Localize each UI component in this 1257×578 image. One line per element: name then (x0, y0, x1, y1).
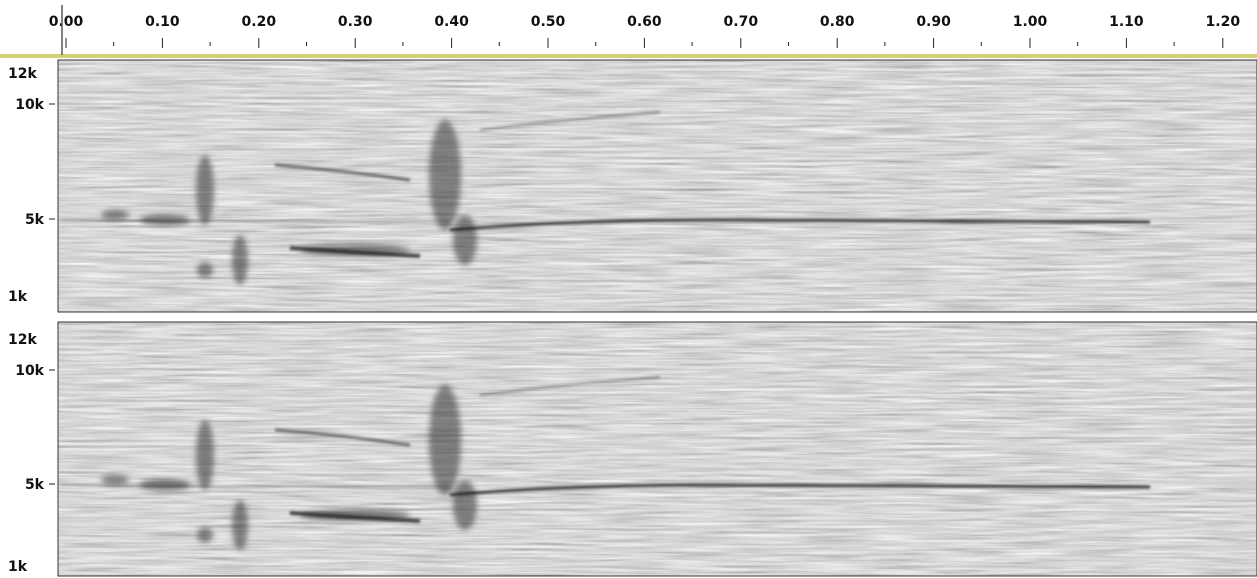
ruler-border (0, 54, 1257, 58)
frequency-label: 12k (8, 332, 37, 348)
frequency-label: 5k (25, 477, 45, 493)
time-tick-label: 0.50 (531, 14, 566, 30)
time-tick-label: 0.20 (242, 14, 277, 30)
spectrogram-window: 0.00 0.10 0.20 0.30 0.40 0.50 0.60 0.70 0.80 0.90… (0, 0, 1257, 578)
time-tick-label: 0.30 (338, 14, 373, 30)
frequency-label: 10k (15, 97, 44, 113)
frequency-label: 10k (15, 363, 44, 379)
time-tick-label: 1.20 (1206, 14, 1241, 30)
time-tick-label: 0.70 (724, 14, 759, 30)
time-tick-label: 0.40 (434, 14, 469, 30)
track-2[interactable] (0, 316, 1257, 578)
frequency-label: 1k (8, 559, 28, 575)
frequency-label: 5k (25, 212, 45, 228)
frequency-label: 1k (8, 289, 28, 305)
time-tick-label: 0.00 (49, 14, 84, 30)
time-tick-label: 1.10 (1109, 14, 1144, 30)
track-1[interactable] (0, 58, 1257, 314)
time-tick-label: 0.80 (820, 14, 855, 30)
time-tick-label: 0.10 (145, 14, 180, 30)
time-tick-label: 0.60 (627, 14, 662, 30)
frequency-label: 12k (8, 66, 37, 82)
time-tick-label: 1.00 (1013, 14, 1048, 30)
time-tick-label: 0.90 (916, 14, 951, 30)
